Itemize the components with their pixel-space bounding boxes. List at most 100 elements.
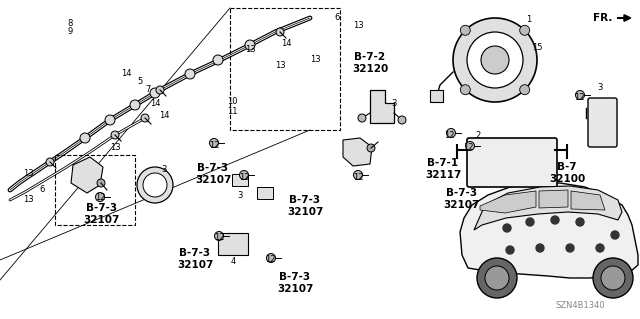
Text: B-7-3
32107: B-7-3 32107 xyxy=(287,195,323,217)
Circle shape xyxy=(576,218,584,226)
Circle shape xyxy=(596,244,604,252)
Text: 9: 9 xyxy=(67,27,72,36)
Text: B-7-3
32107: B-7-3 32107 xyxy=(277,272,313,293)
Circle shape xyxy=(111,131,119,139)
Polygon shape xyxy=(370,90,394,123)
Circle shape xyxy=(95,192,104,202)
Text: 6: 6 xyxy=(334,12,340,21)
Polygon shape xyxy=(539,190,568,208)
Circle shape xyxy=(601,266,625,290)
Circle shape xyxy=(156,86,164,94)
Polygon shape xyxy=(343,138,372,166)
Circle shape xyxy=(575,91,584,100)
Circle shape xyxy=(481,46,509,74)
Text: FR.: FR. xyxy=(593,13,612,23)
Circle shape xyxy=(185,69,195,79)
Text: 14: 14 xyxy=(281,40,291,48)
Circle shape xyxy=(130,100,140,110)
Text: 12: 12 xyxy=(353,173,364,182)
Circle shape xyxy=(209,138,218,147)
Text: 3: 3 xyxy=(237,190,243,199)
Circle shape xyxy=(465,142,474,151)
Text: 14: 14 xyxy=(159,110,169,120)
Circle shape xyxy=(611,231,619,239)
Text: 12: 12 xyxy=(444,130,454,139)
Circle shape xyxy=(141,114,149,122)
Circle shape xyxy=(239,170,248,180)
Circle shape xyxy=(485,266,509,290)
Circle shape xyxy=(80,133,90,143)
Text: 3: 3 xyxy=(597,84,603,93)
Circle shape xyxy=(593,258,633,298)
Polygon shape xyxy=(460,183,638,278)
Text: 13: 13 xyxy=(275,61,285,70)
Polygon shape xyxy=(571,191,605,210)
Text: B-7-3
32107: B-7-3 32107 xyxy=(195,163,231,185)
Circle shape xyxy=(467,32,523,88)
Circle shape xyxy=(358,114,366,122)
Circle shape xyxy=(137,167,173,203)
Text: 15: 15 xyxy=(532,43,542,53)
Circle shape xyxy=(97,179,105,187)
Polygon shape xyxy=(474,186,622,230)
Text: 5: 5 xyxy=(138,78,143,86)
Circle shape xyxy=(353,170,362,180)
Text: 14: 14 xyxy=(121,69,131,78)
Circle shape xyxy=(536,244,544,252)
Text: 4: 4 xyxy=(230,256,236,265)
Bar xyxy=(230,8,340,130)
Polygon shape xyxy=(218,233,248,255)
Text: 10: 10 xyxy=(227,98,237,107)
Polygon shape xyxy=(430,90,443,102)
Text: 7: 7 xyxy=(145,85,150,94)
Text: 12: 12 xyxy=(265,256,275,264)
Circle shape xyxy=(447,129,456,137)
Circle shape xyxy=(105,115,115,125)
Text: 13: 13 xyxy=(22,168,33,177)
Text: 14: 14 xyxy=(150,99,160,108)
Circle shape xyxy=(460,25,470,35)
Text: 12: 12 xyxy=(209,142,220,151)
Text: 6: 6 xyxy=(39,186,45,195)
Text: SZN4B1340: SZN4B1340 xyxy=(555,301,605,310)
Circle shape xyxy=(367,144,375,152)
Text: 13: 13 xyxy=(353,21,364,31)
Circle shape xyxy=(506,246,514,254)
Text: B-7-2
32120: B-7-2 32120 xyxy=(352,52,388,74)
Text: B-7-3
32107: B-7-3 32107 xyxy=(84,203,120,225)
Text: 3: 3 xyxy=(391,99,397,108)
Text: 12: 12 xyxy=(95,192,105,202)
Text: 12: 12 xyxy=(214,234,224,242)
Text: 3: 3 xyxy=(161,166,166,174)
Polygon shape xyxy=(232,174,248,186)
Text: 8: 8 xyxy=(67,19,73,28)
Circle shape xyxy=(266,254,275,263)
Circle shape xyxy=(143,173,167,197)
Text: B-7-1
32117: B-7-1 32117 xyxy=(425,158,461,180)
Text: B-7-3
32107: B-7-3 32107 xyxy=(177,248,213,270)
Circle shape xyxy=(46,158,54,166)
Text: 13: 13 xyxy=(310,56,320,64)
FancyBboxPatch shape xyxy=(467,138,557,187)
Circle shape xyxy=(503,224,511,232)
Text: B-7
32100: B-7 32100 xyxy=(549,162,585,184)
Circle shape xyxy=(150,88,160,98)
Circle shape xyxy=(276,28,284,36)
Text: 2: 2 xyxy=(476,130,481,139)
Circle shape xyxy=(477,258,517,298)
Text: 12: 12 xyxy=(239,173,249,182)
FancyBboxPatch shape xyxy=(588,98,617,147)
Circle shape xyxy=(566,244,574,252)
Text: 13: 13 xyxy=(22,196,33,204)
Text: 1: 1 xyxy=(526,16,532,25)
Circle shape xyxy=(520,25,530,35)
Circle shape xyxy=(520,85,530,95)
Circle shape xyxy=(526,218,534,226)
Text: 13: 13 xyxy=(244,46,255,55)
Text: B-7-3
32107: B-7-3 32107 xyxy=(444,188,480,210)
Circle shape xyxy=(398,116,406,124)
Polygon shape xyxy=(480,191,536,213)
Circle shape xyxy=(551,216,559,224)
Polygon shape xyxy=(257,187,273,199)
Circle shape xyxy=(213,55,223,65)
